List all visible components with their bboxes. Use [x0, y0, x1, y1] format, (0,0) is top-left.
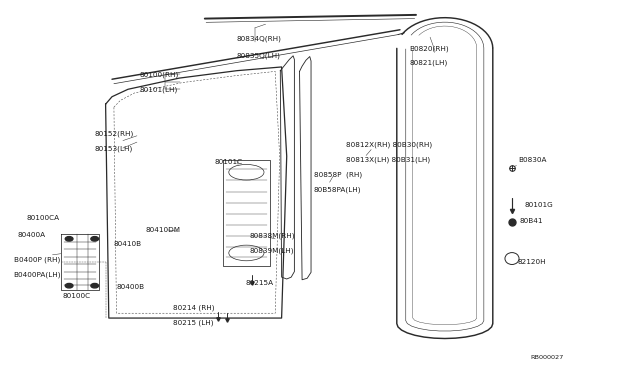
- Circle shape: [91, 237, 99, 241]
- Text: 80215 (LH): 80215 (LH): [173, 320, 213, 326]
- Text: 80812X(RH) 80B30(RH): 80812X(RH) 80B30(RH): [346, 142, 432, 148]
- Text: 80839M(LH): 80839M(LH): [250, 248, 294, 254]
- Text: B0400P (RH): B0400P (RH): [14, 256, 60, 263]
- Text: 80835Q(LH): 80835Q(LH): [237, 52, 281, 59]
- Text: 80100C: 80100C: [63, 293, 91, 299]
- Text: 80101G: 80101G: [525, 202, 554, 208]
- Text: 80101(LH): 80101(LH): [140, 86, 178, 93]
- Text: B0830A: B0830A: [518, 157, 547, 163]
- Text: 80838M(RH): 80838M(RH): [250, 233, 295, 240]
- Text: B0820(RH): B0820(RH): [410, 45, 449, 52]
- Text: 80410B: 80410B: [114, 241, 142, 247]
- Text: 80152(RH): 80152(RH): [95, 131, 134, 137]
- Text: 80B58PA(LH): 80B58PA(LH): [314, 186, 361, 193]
- Text: 80813X(LH) 80B31(LH): 80813X(LH) 80B31(LH): [346, 157, 429, 163]
- Text: 80214 (RH): 80214 (RH): [173, 305, 214, 311]
- Text: RB000027: RB000027: [530, 355, 563, 360]
- Text: 80410DM: 80410DM: [146, 227, 181, 233]
- Text: 80821(LH): 80821(LH): [410, 60, 448, 67]
- Text: 80B41: 80B41: [520, 218, 543, 224]
- Text: 80153(LH): 80153(LH): [95, 145, 133, 152]
- Circle shape: [65, 283, 73, 288]
- Text: 80400B: 80400B: [116, 284, 145, 290]
- Text: 80100CA: 80100CA: [27, 215, 60, 221]
- Text: 80100(RH): 80100(RH): [140, 71, 179, 78]
- Circle shape: [91, 283, 99, 288]
- Text: 80858P  (RH): 80858P (RH): [314, 171, 362, 178]
- Text: B0400PA(LH): B0400PA(LH): [13, 271, 60, 278]
- Text: 80215A: 80215A: [246, 280, 274, 286]
- Text: 80400A: 80400A: [18, 232, 46, 238]
- Text: 82120H: 82120H: [517, 259, 546, 265]
- Text: 80101C: 80101C: [214, 159, 243, 165]
- Circle shape: [65, 237, 73, 241]
- Text: 80834Q(RH): 80834Q(RH): [237, 36, 282, 42]
